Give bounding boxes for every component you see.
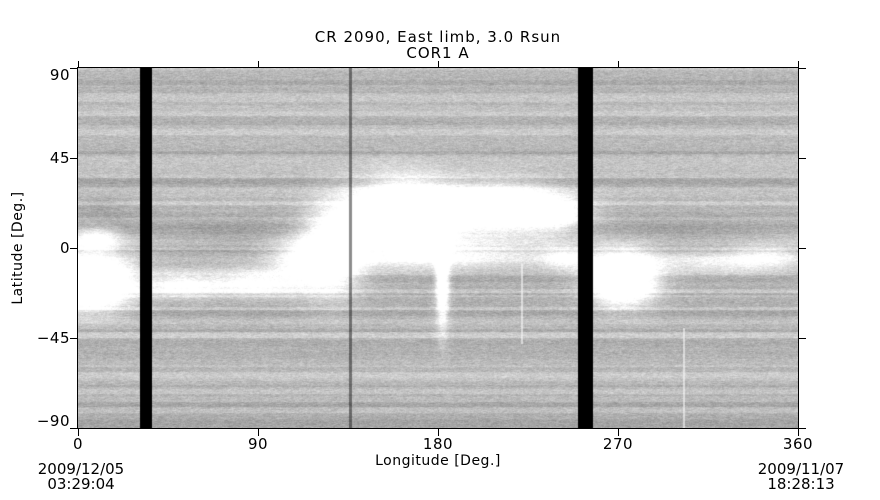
end-time-label: 18:28:13 — [767, 475, 835, 493]
plot-subtitle: COR1 A — [406, 44, 470, 62]
start-date-label: 2009/12/05 — [37, 460, 125, 478]
plot-title: CR 2090, East limb, 3.0 Rsun — [314, 28, 562, 46]
y-axis-tick-left — [70, 338, 77, 339]
x-axis-tick-bottom — [258, 429, 259, 436]
y-axis-tick-left — [70, 248, 77, 249]
x-axis-tick-label: 360 — [782, 435, 814, 453]
synoptic-map-canvas — [78, 68, 798, 428]
y-axis-tick-left — [70, 158, 77, 159]
x-axis-tick-bottom — [618, 429, 619, 436]
start-time-label: 03:29:04 — [47, 475, 115, 493]
y-axis-tick-label: 90 — [49, 66, 70, 84]
y-axis-tick-label: 0 — [59, 239, 70, 257]
y-axis-tick-right — [799, 158, 806, 159]
y-axis-tick-label: −90 — [36, 412, 70, 430]
x-axis-tick-bottom — [798, 429, 799, 436]
x-axis-tick-top — [78, 61, 79, 68]
y-axis-tick-left — [70, 428, 77, 429]
y-axis-tick-right — [799, 68, 806, 69]
y-axis-tick-right — [799, 338, 806, 339]
x-axis-tick-bottom — [78, 429, 79, 436]
y-axis-tick-label: −45 — [36, 329, 70, 347]
x-axis-tick-top — [438, 61, 439, 68]
x-axis-tick-top — [618, 61, 619, 68]
x-axis-tick-label: 0 — [72, 435, 84, 453]
y-axis-tick-left — [70, 68, 77, 69]
end-date-label: 2009/11/07 — [757, 460, 845, 478]
x-axis-tick-bottom — [438, 429, 439, 436]
y-axis-tick-label: 45 — [49, 149, 70, 167]
x-axis-tick-label: 90 — [247, 435, 269, 453]
y-axis-tick-right — [799, 428, 806, 429]
x-axis-tick-label: 270 — [602, 435, 634, 453]
y-axis-title-text: Latitude [Deg.] — [10, 191, 26, 305]
x-axis-tick-label: 180 — [422, 435, 454, 453]
x-axis-tick-top — [258, 61, 259, 68]
x-axis-tick-top — [798, 61, 799, 68]
x-axis-title: Longitude [Deg.] — [375, 453, 501, 469]
y-axis-tick-right — [799, 248, 806, 249]
